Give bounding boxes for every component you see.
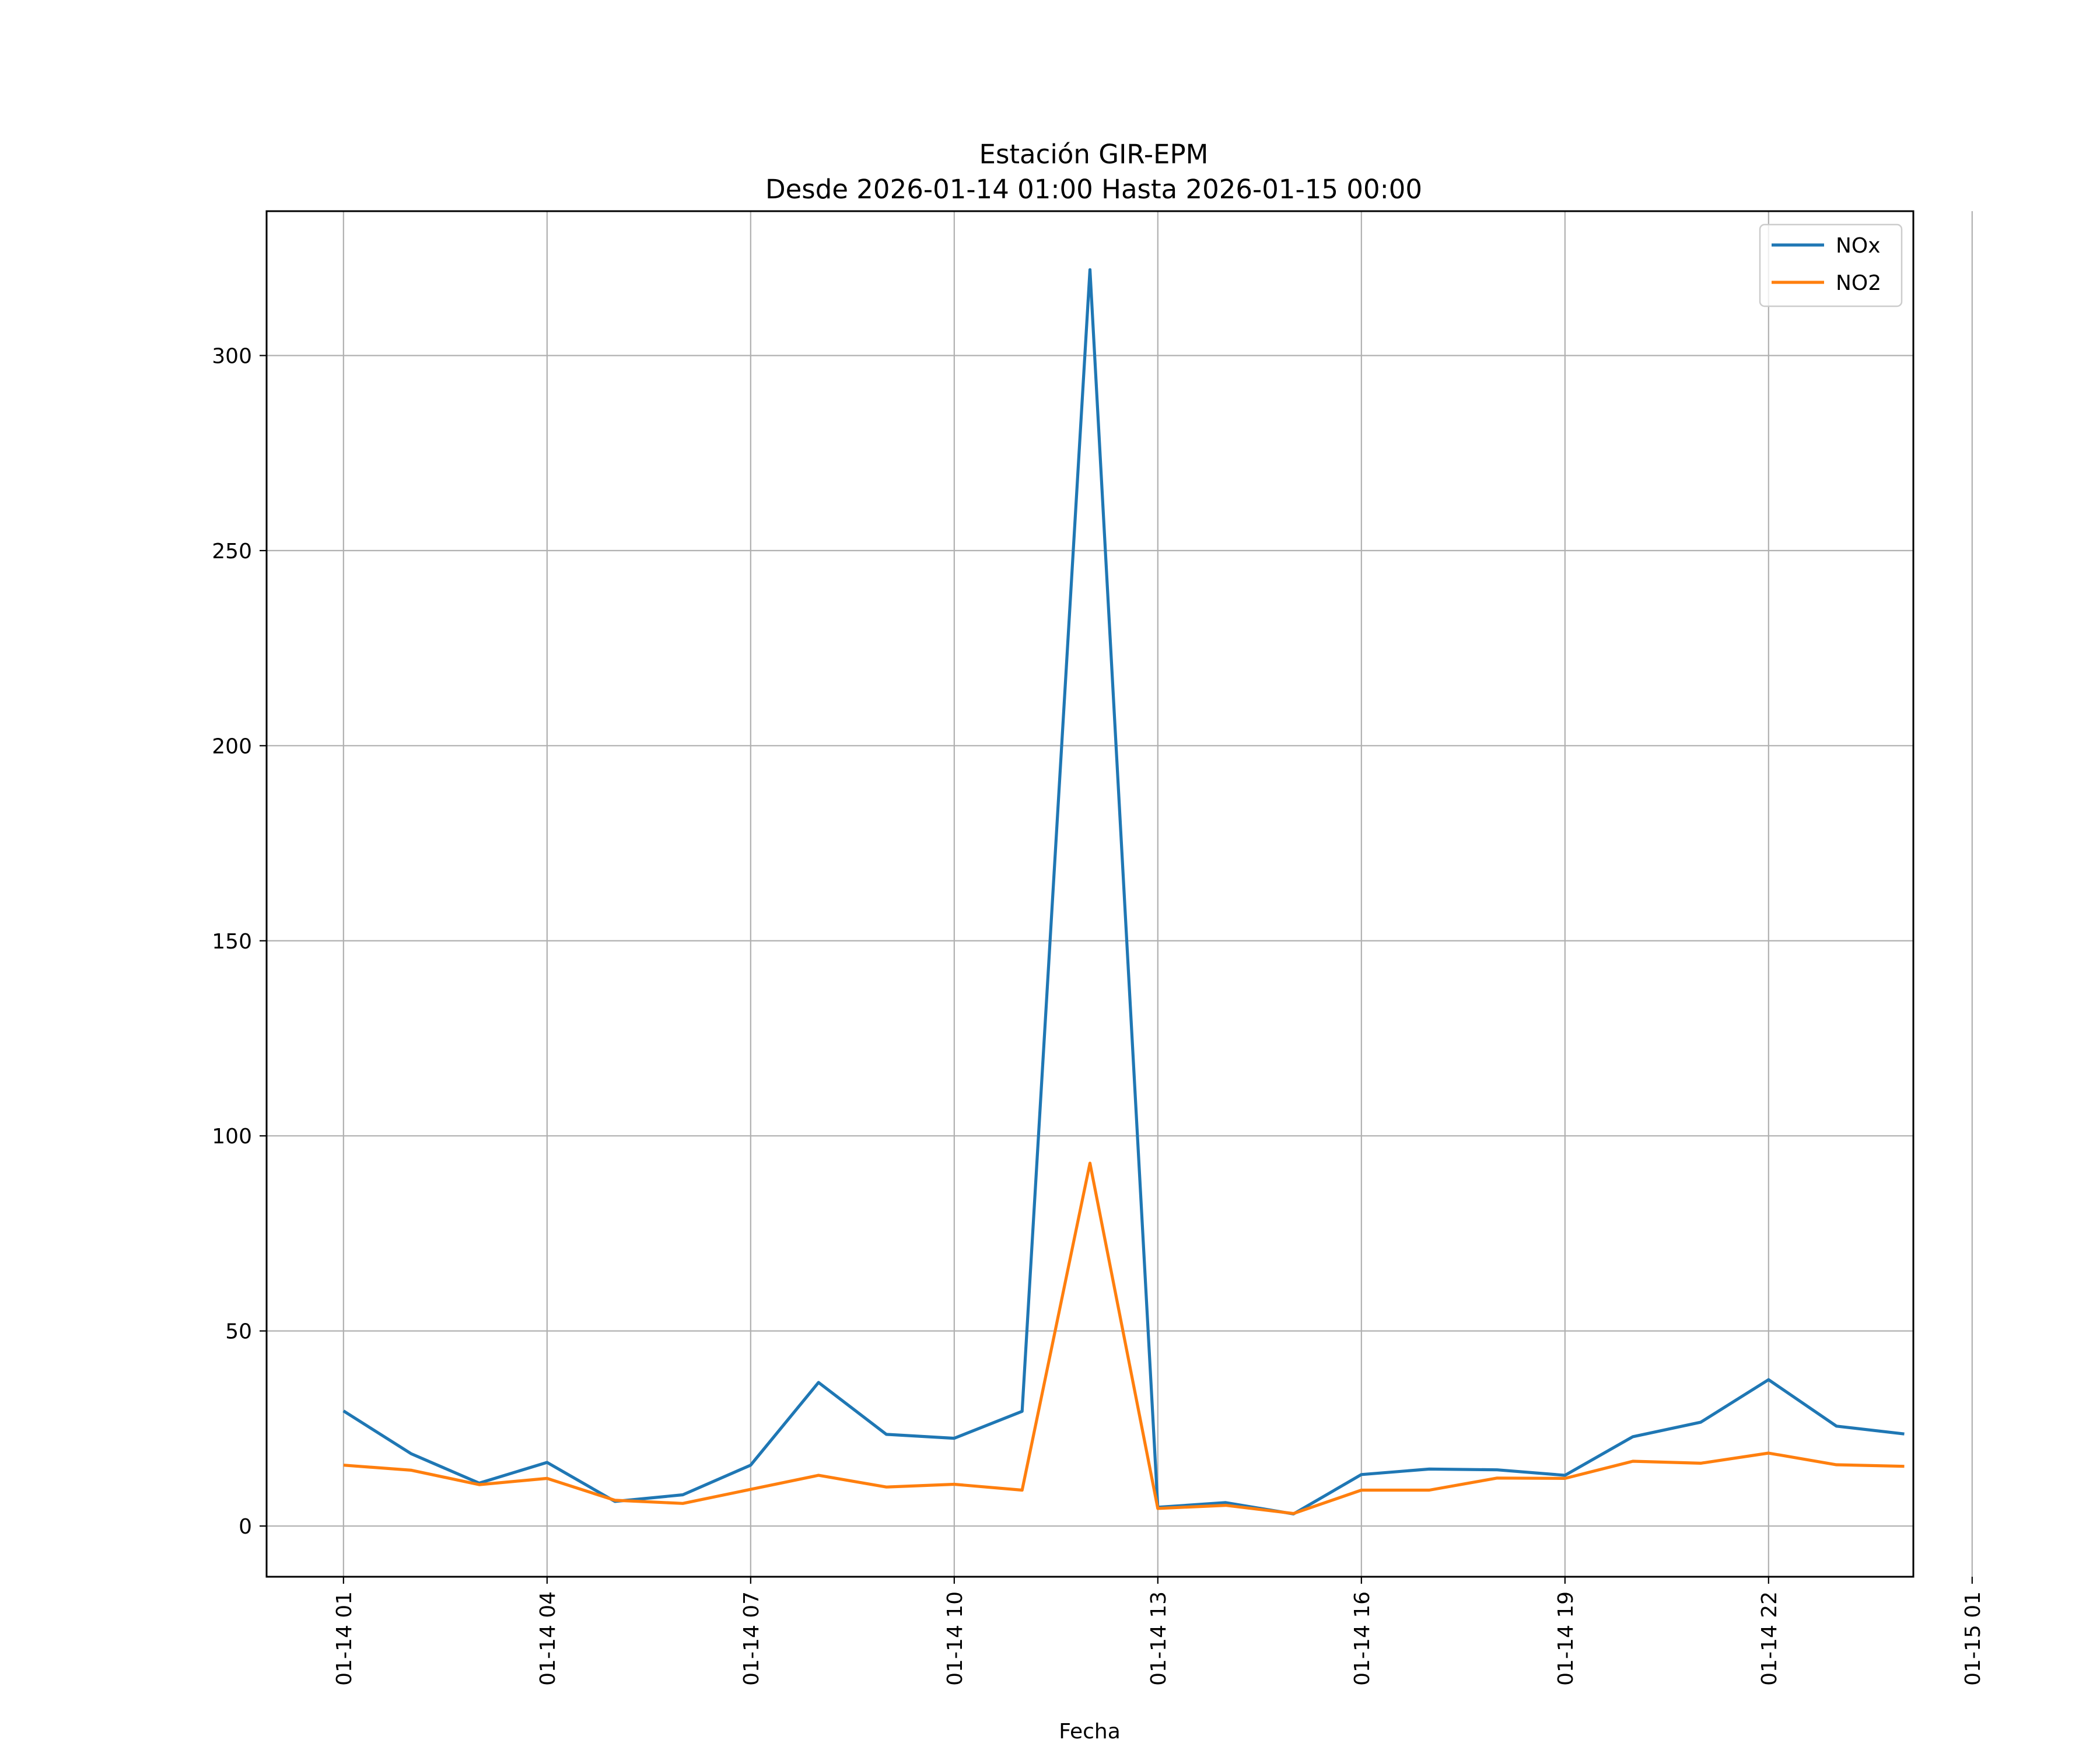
legend-label: NOx	[1836, 234, 1881, 258]
y-tick-label: 200	[212, 734, 252, 758]
chart-title: Estación GIR-EPM	[979, 139, 1209, 170]
x-tick-label: 01-14 19	[1554, 1591, 1578, 1686]
y-tick-label: 50	[225, 1320, 252, 1344]
series-line-nox	[342, 268, 1905, 1516]
y-tick-label: 100	[212, 1125, 252, 1149]
legend: NOx NO2	[1759, 223, 1903, 307]
x-tick-label: 01-14 13	[1147, 1591, 1171, 1686]
legend-label: NO2	[1836, 271, 1881, 295]
series-line-no2	[343, 1161, 1905, 1516]
series-lines	[342, 268, 1905, 1516]
grid-lines	[267, 211, 1973, 1577]
x-tick-label: 01-14 07	[740, 1591, 764, 1686]
x-axis-label: Fecha	[1059, 1720, 1121, 1744]
x-tick-label: 01-14 10	[943, 1591, 967, 1686]
x-tick-label: 01-14 01	[332, 1591, 356, 1686]
y-tick-label: 300	[212, 344, 252, 368]
y-tick-label: 0	[239, 1515, 252, 1539]
x-tick-label: 01-14 16	[1350, 1591, 1374, 1686]
x-tick-label: 01-14 22	[1758, 1591, 1782, 1686]
axis-ticks: 0 50 100 150 200 250 300 01-14 01 01-14 04 01-14 …	[212, 344, 1985, 1685]
y-tick-label: 150	[212, 930, 252, 954]
plot-frame	[265, 210, 1915, 1578]
y-tick-label: 250	[212, 540, 252, 564]
x-tick-label: 01-15 01	[1961, 1591, 1985, 1686]
x-tick-label: 01-14 04	[536, 1591, 560, 1686]
chart-subtitle: Desde 2026-01-14 01:00 Hasta 2026-01-15 …	[765, 174, 1422, 205]
